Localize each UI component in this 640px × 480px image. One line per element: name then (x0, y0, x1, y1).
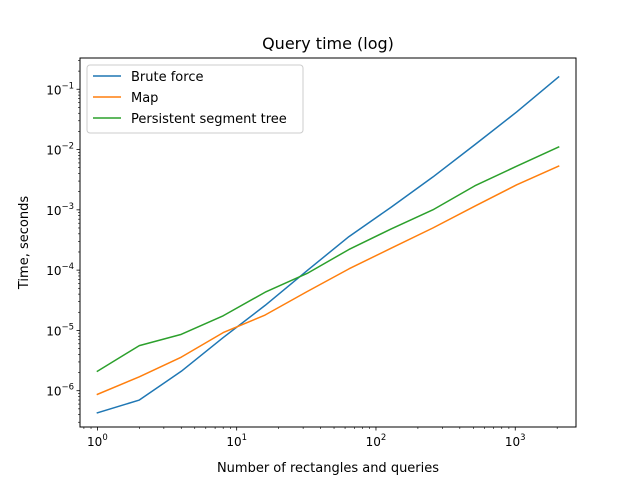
x-axis-label: Number of rectangles and queries (217, 461, 439, 476)
plot-frame (79, 57, 577, 428)
legend-label-3: Persistent segment tree (131, 112, 287, 127)
legend-label-2: Map (131, 91, 158, 106)
legend-entries: Brute force Map Persistent segment tree (93, 70, 287, 127)
legend-box (86, 64, 304, 134)
chart-title: Query time (log) (262, 34, 394, 53)
series-line-2 (96, 165, 560, 396)
series-line-1 (96, 75, 560, 414)
y-axis-label: Time, seconds (17, 196, 32, 290)
series-lines (96, 75, 560, 414)
legend-label-1: Brute force (131, 70, 203, 85)
series-line-3 (96, 146, 560, 373)
legend: Brute force Map Persistent segment tree (86, 64, 304, 134)
